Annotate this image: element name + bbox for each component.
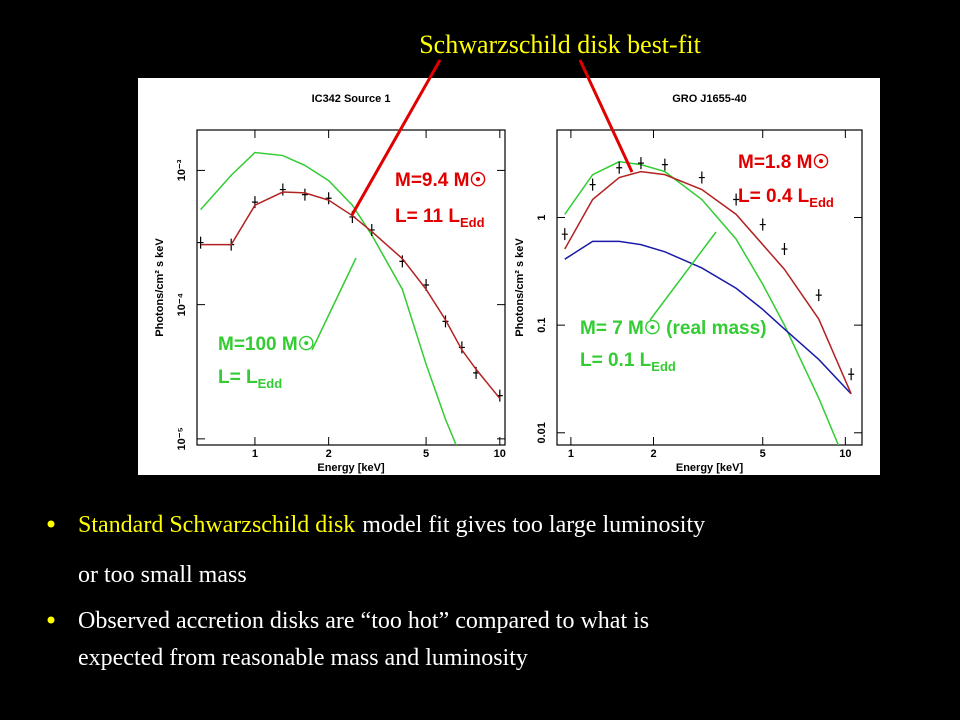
lum: L= 11 L — [395, 206, 460, 227]
data-point — [848, 368, 855, 381]
axes-box — [556, 129, 863, 446]
x-tick-label: 2 — [650, 448, 656, 460]
annotation: M=9.4 M☉ L= 11 LEdd M=1.8 M☉ L= 0.4 LEdd — [395, 152, 834, 230]
x-axis-label: Energy [keV] — [317, 462, 385, 474]
plot-area — [197, 151, 503, 445]
series-line — [564, 170, 852, 395]
y-tick-label: 0.01 — [536, 422, 548, 443]
lum: L= 0.4 L — [738, 186, 810, 207]
chart-title: IC342 Source 1 — [312, 93, 391, 105]
y-tick-label: 10⁻³ — [176, 159, 188, 181]
data-point — [698, 171, 705, 184]
annotation-lum: L= 0.4 LEdd — [738, 186, 834, 210]
y-tick-label: 10⁻⁵ — [176, 427, 188, 450]
pointer-arrow — [649, 231, 717, 321]
data-point — [733, 193, 740, 206]
annotation-lum: L= 0.1 LEdd — [580, 350, 676, 374]
y-axis-label: Photons/cm² s keV — [514, 238, 526, 337]
annotation-lum: L= LEdd — [218, 367, 282, 391]
y-tick-label: 1 — [536, 214, 548, 220]
x-tick-label: 2 — [326, 448, 332, 460]
bullet: Observed accretion disks are “too hot” c… — [78, 608, 649, 634]
x-tick-label: 1 — [568, 448, 574, 460]
annotation: M=100 M☉ L= LEdd M= 7 M☉ (real mass) L= … — [218, 318, 767, 391]
lum: L= L — [218, 367, 258, 388]
y-tick-label: 0.1 — [536, 317, 548, 332]
plots: IC342 Source 1 Energy [keV] Photons/cm² s … — [154, 93, 863, 474]
x-tick-label: 5 — [760, 448, 766, 460]
header: Schwarzschild disk best-fit — [419, 30, 701, 59]
x-axis-label: Energy [keV] — [676, 462, 744, 474]
lum-sub: Edd — [258, 376, 283, 391]
bullet-cont: or too small mass — [78, 562, 247, 588]
data-point — [325, 192, 332, 205]
bullets: Standard Schwarzschild disk model fit giv… — [47, 512, 705, 671]
chart-title: GRO J1655-40 — [672, 93, 747, 105]
series-line — [564, 240, 852, 395]
data-point — [759, 218, 766, 231]
data-point — [301, 188, 308, 201]
data-point — [616, 161, 623, 174]
annotation-mass: M=1.8 M☉ — [738, 152, 829, 173]
pointer-line — [350, 59, 442, 216]
bullet: Standard Schwarzschild disk model fit giv… — [78, 512, 705, 538]
axes-box — [196, 129, 506, 446]
lum-sub: Edd — [460, 215, 485, 230]
x-tick-label: 10 — [494, 448, 506, 460]
bullet-dot — [47, 616, 55, 624]
x-tick-label: 10 — [839, 448, 851, 460]
plot-area — [561, 157, 855, 445]
plot-panel — [138, 78, 880, 475]
lum-sub: Edd — [809, 195, 834, 210]
annotation-mass: M=100 M☉ — [218, 334, 315, 355]
bullet-cont: expected from reasonable mass and lumino… — [78, 645, 528, 671]
data-point — [637, 157, 644, 170]
lum-sub: Edd — [651, 359, 676, 374]
data-point — [589, 178, 596, 191]
data-point — [561, 228, 568, 241]
data-point — [781, 242, 788, 255]
pointer-arrow — [311, 257, 357, 351]
data-point — [661, 158, 668, 171]
series-line — [200, 191, 501, 399]
bullet-highlight: Standard Schwarzschild disk — [78, 512, 355, 538]
data-point — [279, 183, 286, 196]
y-axis-label: Photons/cm² s keV — [154, 238, 166, 337]
lum: L= 0.1 L — [580, 350, 652, 371]
data-point — [197, 236, 204, 249]
series-line — [564, 160, 840, 445]
bullet-dot — [47, 520, 55, 528]
pointer-line — [578, 59, 634, 173]
x-tick-label: 5 — [423, 448, 429, 460]
annotation-lum: L= 11 LEdd — [395, 206, 485, 230]
x-tick-label: 1 — [252, 448, 258, 460]
y-tick-label: 10⁻⁴ — [176, 293, 188, 316]
annotation-mass: M=9.4 M☉ — [395, 170, 486, 191]
bullet-text: model fit gives too large luminosity — [362, 512, 705, 538]
annotation-mass: M= 7 M☉ (real mass) — [580, 318, 767, 339]
series-line — [200, 151, 457, 445]
data-point — [815, 289, 822, 302]
